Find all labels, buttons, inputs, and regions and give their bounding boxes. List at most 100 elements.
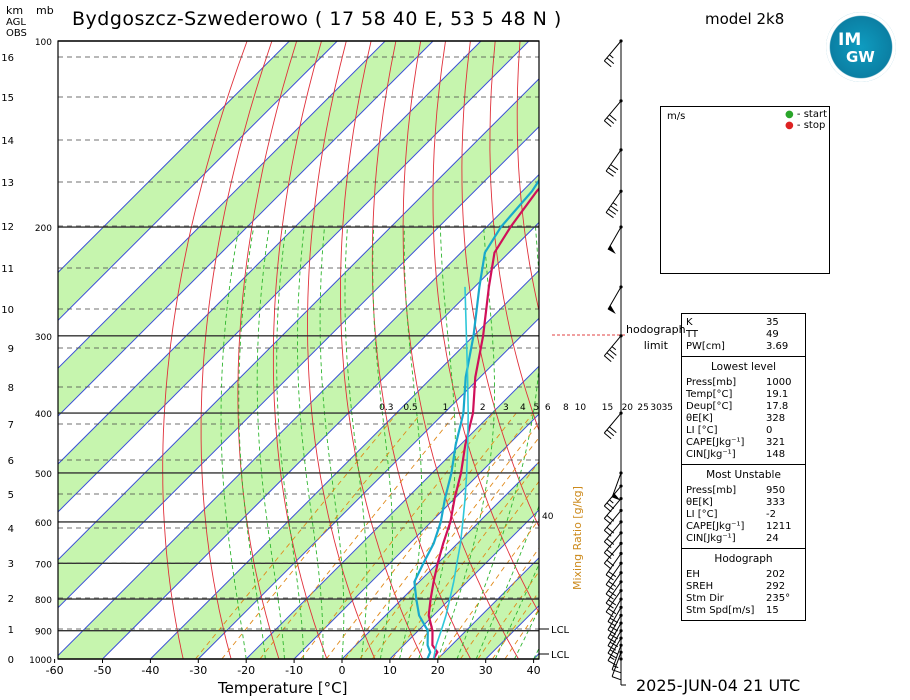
mixing-ratio-tick-label: 0.3 [379, 403, 393, 413]
barb-halfflag [609, 656, 615, 661]
barb-pennant [612, 492, 621, 501]
most-unstable-value: 333 [766, 497, 786, 508]
most-unstable-key: CIN[Jkg⁻¹] [686, 533, 736, 544]
lowest-level-key: CIN[Jkg⁻¹] [686, 449, 736, 460]
pressure-tick-label: 1000 [29, 656, 52, 666]
most-unstable-row: CAPE[Jkg⁻¹] 1211 [686, 521, 801, 533]
dry-adiabat [867, 41, 910, 659]
x-tick-label: -30 [189, 664, 207, 677]
hodograph-box: m/s ● - start ● - stop [660, 106, 830, 274]
barb-flag [603, 541, 612, 548]
moist-adiabat [319, 226, 345, 659]
lowest-level-row: Deup[°C] 17.8 [686, 401, 801, 413]
lowest-level-key: Temp[°C] [686, 389, 733, 400]
wind-barbs [603, 39, 626, 686]
mixing-ratio-tick-label: 1 [443, 403, 449, 413]
index-key: PW[cm] [686, 341, 725, 352]
barb-shaft [603, 543, 622, 564]
barb-flag [609, 649, 619, 655]
lowest-level-key: θE[K] [686, 413, 713, 424]
hodograph-param-row: SREH 292 [686, 581, 801, 593]
station-title: Bydgoszcz-Szwederowo ( 17 58 40 E, 53 5 … [72, 8, 562, 30]
barb-flag [603, 552, 612, 559]
moist-adiabat [238, 226, 266, 659]
mixing-ratio-tick-label: 6 [545, 403, 551, 413]
height-tick-label: 2 [8, 594, 14, 605]
lowest-level-row: Temp[°C] 19.1 [686, 389, 801, 401]
height-tick-label: 13 [1, 178, 14, 189]
hodograph-param-key: EH [686, 569, 700, 580]
moist-adiabat [220, 226, 247, 659]
height-tick-label: 16 [1, 53, 14, 64]
barb-pennant [608, 305, 616, 314]
height-tick-label: 3 [8, 559, 14, 570]
barb-flag [606, 117, 615, 124]
height-tick-label: 10 [1, 305, 14, 316]
mixing-ratio-tick-label: 2 [480, 403, 486, 413]
most-unstable-row: Press[mb] 950 [686, 485, 801, 497]
mixing-ratio-tick-label: 25 [637, 403, 648, 413]
hodograph-param-row: Stm Spd[m/s] 15 [686, 605, 801, 617]
pressure-tick-label: 500 [35, 470, 52, 480]
pressure-tick-label: 900 [35, 628, 52, 638]
barb-flag [606, 549, 615, 556]
mixing-ratio-tick-label: 0.5 [403, 403, 417, 413]
barb-halfflag [612, 202, 618, 206]
lowest-level-row: CIN[Jkg⁻¹] 148 [686, 449, 801, 461]
barb-flag [611, 676, 621, 681]
barb-shaft [611, 472, 622, 498]
moist-adiabat [344, 226, 368, 659]
moist-adiabat [494, 563, 539, 659]
height-tick-label: 9 [8, 344, 14, 355]
barb-flag [611, 669, 621, 674]
barb-shaft [603, 532, 622, 554]
lowest-level-value: 19.1 [766, 389, 789, 400]
agl-label: AGL [6, 17, 26, 28]
barb-halfflag [611, 346, 617, 351]
dry-adiabat [818, 41, 910, 659]
dry-adiabat [892, 41, 910, 659]
barb-shaft [611, 652, 622, 677]
profiles [413, 178, 539, 659]
lowest-level-value: 0 [766, 425, 773, 436]
hodograph-param-row: EH 202 [686, 569, 801, 581]
barb-flag [603, 120, 612, 127]
lowest-level-key: Deup[°C] [686, 401, 733, 412]
obs-label: OBS [6, 28, 27, 39]
x-tick-label: 10 [383, 664, 397, 677]
most-unstable-value: -2 [766, 509, 776, 520]
height-tick-label: 1 [8, 625, 14, 636]
lcl-label: LCL [551, 625, 570, 636]
most-unstable-row: θE[K] 333 [686, 497, 801, 509]
barb-shaft [603, 100, 622, 122]
lowest-level-value: 1000 [766, 377, 792, 388]
barb-flag [605, 170, 614, 177]
dry-adiabat [272, 41, 328, 659]
pressure-tick-label: 800 [35, 596, 52, 606]
hodograph-limit-line1: hodograph [626, 323, 686, 336]
dry-adiabat [162, 41, 248, 659]
height-tick-label: 7 [8, 420, 14, 431]
index-value: 3.69 [766, 341, 789, 352]
barb-halfflag [609, 499, 614, 504]
barb-flag [605, 602, 614, 609]
barb-shaft [603, 498, 622, 519]
hodograph-limit-line2: limit [643, 339, 668, 352]
isotherm-band [58, 174, 539, 659]
lowest-level-key: LI [°C] [686, 425, 718, 436]
isotherm-band [58, 78, 539, 608]
index-value: 35 [766, 317, 779, 328]
lowest-level-key: Press[mb] [686, 377, 737, 388]
pressure-tick-label: 200 [35, 224, 52, 234]
barb-flag [609, 633, 619, 640]
barb-flag [605, 584, 614, 591]
isotherm-line [58, 41, 338, 322]
km-axis-label: km [6, 4, 24, 17]
isotherm-line [58, 125, 539, 609]
legend-start: - start [796, 109, 827, 120]
most-unstable-key: CAPE[Jkg⁻¹] [686, 521, 745, 532]
hodograph-legend: ● - start ● - stop [785, 109, 827, 131]
barb-shaft [607, 286, 622, 310]
barb-flag [607, 660, 617, 666]
